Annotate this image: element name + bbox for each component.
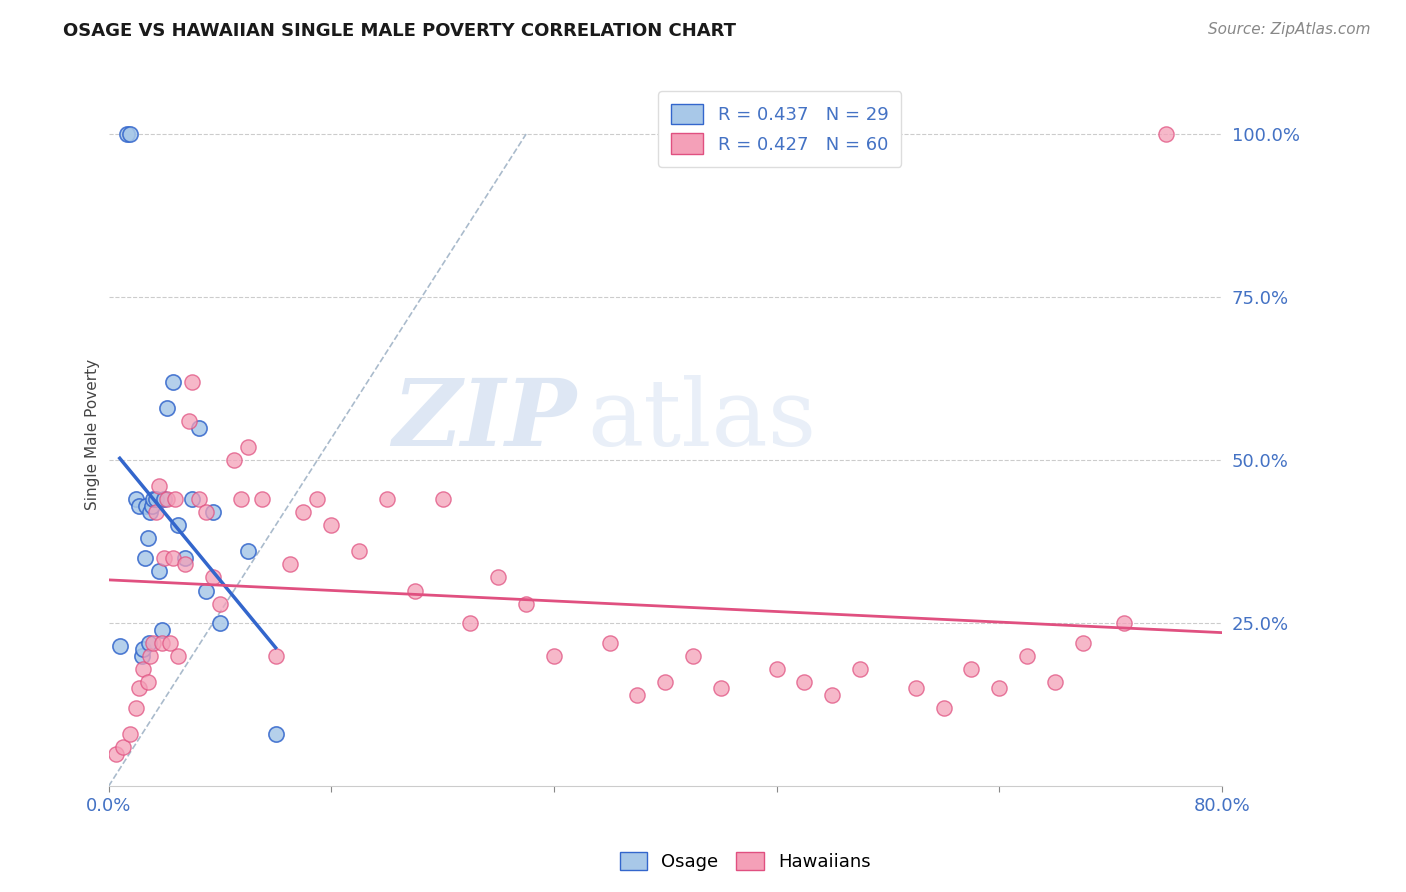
Point (229, 492, 252, 507)
Point (132, 662, 155, 676)
Point (821, 688, 844, 702)
Point (236, 544, 259, 558)
Point (179, 414, 201, 428)
Point (188, 420, 211, 434)
Text: ZIP: ZIP (392, 375, 576, 465)
Point (153, 550, 176, 565)
Point (131, 648, 153, 663)
Text: Source: ZipAtlas.com: Source: ZipAtlas.com (1208, 22, 1371, 37)
Point (710, 681, 733, 696)
Point (118, 727, 141, 741)
Point (515, 597, 537, 611)
Point (222, 453, 245, 467)
Point (174, 550, 197, 565)
Point (174, 558, 197, 572)
Point (156, 401, 179, 415)
Point (132, 642, 155, 657)
Point (932, 701, 955, 715)
Text: OSAGE VS HAWAIIAN SINGLE MALE POVERTY CORRELATION CHART: OSAGE VS HAWAIIAN SINGLE MALE POVERTY CO… (63, 22, 737, 40)
Point (765, 662, 787, 676)
Point (1154, 127, 1177, 141)
Point (125, 701, 148, 715)
Point (136, 674, 159, 689)
Point (104, 747, 127, 761)
Point (460, 616, 482, 631)
Point (188, 492, 211, 507)
Point (195, 583, 218, 598)
Point (793, 674, 815, 689)
Point (128, 499, 150, 513)
Point (321, 518, 343, 533)
Legend: R = 0.437   N = 29, R = 0.427   N = 60: R = 0.437 N = 29, R = 0.427 N = 60 (658, 91, 901, 167)
Point (195, 505, 218, 519)
Point (142, 636, 165, 650)
Point (250, 492, 273, 507)
Point (142, 492, 165, 507)
Point (125, 492, 148, 507)
Point (167, 518, 190, 533)
Point (138, 636, 160, 650)
Point (208, 597, 231, 611)
Point (159, 636, 181, 650)
Point (264, 727, 287, 741)
Point (136, 532, 159, 546)
Point (181, 375, 204, 389)
Point (150, 623, 173, 637)
Point (1043, 674, 1066, 689)
Point (134, 550, 156, 565)
Point (128, 681, 150, 696)
Point (150, 636, 173, 650)
Point (375, 492, 398, 507)
Point (165, 492, 187, 507)
Point (960, 662, 983, 676)
Text: atlas: atlas (588, 375, 817, 465)
Point (904, 681, 927, 696)
Point (156, 492, 179, 507)
Point (654, 674, 676, 689)
Point (404, 583, 426, 598)
Point (148, 564, 170, 578)
Point (1114, 616, 1136, 631)
Point (139, 648, 162, 663)
Point (543, 648, 565, 663)
Point (278, 558, 301, 572)
Point (145, 505, 167, 519)
Point (347, 544, 370, 558)
Point (1015, 648, 1038, 663)
Point (292, 505, 315, 519)
Point (599, 636, 621, 650)
Point (162, 550, 184, 565)
Point (432, 492, 454, 507)
Point (162, 375, 184, 389)
Point (626, 688, 648, 702)
Point (167, 648, 190, 663)
Point (236, 440, 259, 454)
Point (111, 739, 134, 754)
Point (201, 570, 224, 584)
Point (135, 499, 157, 513)
Point (849, 662, 872, 676)
Point (486, 570, 509, 584)
Y-axis label: Single Male Poverty: Single Male Poverty (86, 359, 100, 509)
Point (115, 127, 138, 141)
Legend: Osage, Hawaiians: Osage, Hawaiians (613, 845, 877, 879)
Point (108, 639, 131, 653)
Point (153, 492, 176, 507)
Point (264, 648, 287, 663)
Point (988, 681, 1011, 696)
Point (307, 492, 329, 507)
Point (145, 492, 167, 507)
Point (139, 505, 162, 519)
Point (118, 127, 141, 141)
Point (181, 492, 204, 507)
Point (201, 505, 224, 519)
Point (1071, 636, 1094, 650)
Point (148, 479, 170, 493)
Point (682, 648, 704, 663)
Point (208, 616, 231, 631)
Point (141, 499, 163, 513)
